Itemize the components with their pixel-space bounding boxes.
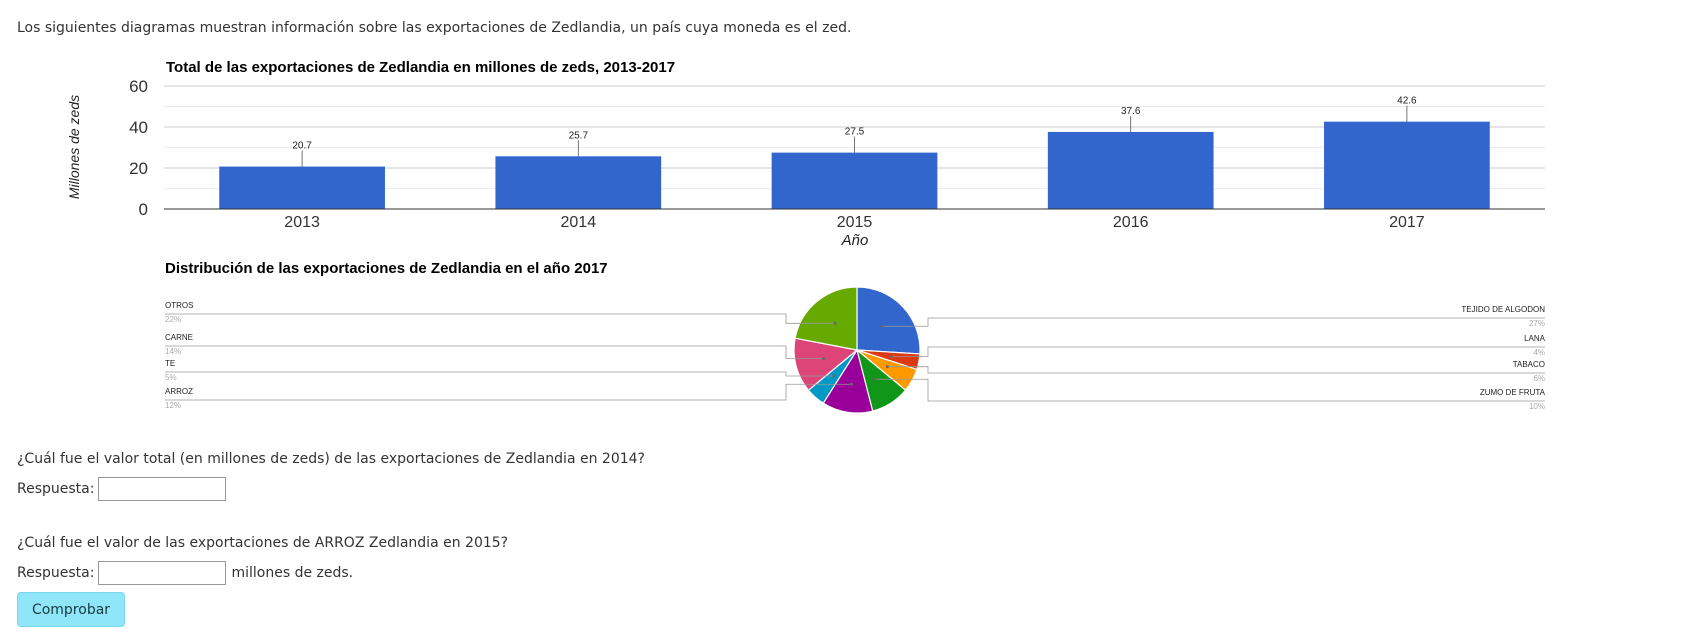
bar-data-label: 42.6 bbox=[1397, 96, 1417, 107]
pie-leader-line bbox=[165, 383, 852, 401]
bar-x-tick-label: 2013 bbox=[284, 214, 320, 231]
pie-slice-label: TE bbox=[165, 359, 175, 368]
pie-leader-dot bbox=[885, 365, 889, 369]
pie-slice-percent: 10% bbox=[1529, 402, 1545, 411]
pie-leader-dot bbox=[850, 382, 854, 386]
bar-data-label: 27.5 bbox=[845, 127, 865, 138]
pie-slice bbox=[856, 286, 921, 355]
pie-slice-label: OTROS bbox=[165, 301, 193, 310]
bar-x-tick-label: 2017 bbox=[1389, 214, 1425, 231]
pie-slice bbox=[793, 337, 859, 392]
pie-leader-line bbox=[882, 317, 1545, 327]
question-1-text: ¿Cuál fue el valor total (en millones de… bbox=[17, 451, 645, 467]
pie-leader-dot bbox=[832, 374, 836, 378]
pie-slice-percent: 6% bbox=[1533, 374, 1545, 383]
pie-chart-title: Distribución de las exportaciones de Zed… bbox=[165, 260, 608, 277]
pie-slice-label: TABACO bbox=[1513, 360, 1545, 369]
pie-slice-percent: 5% bbox=[165, 373, 177, 382]
pie-leader-dot bbox=[880, 324, 884, 328]
bar-y-tick-label: 60 bbox=[129, 77, 148, 96]
question-2-text: ¿Cuál fue el valor de las exportaciones … bbox=[17, 535, 509, 551]
pie-leader-line bbox=[887, 366, 1545, 374]
bar bbox=[771, 152, 938, 209]
pie-slice-label: LANA bbox=[1524, 334, 1546, 343]
pie-leader-dot bbox=[874, 377, 878, 381]
pie-slice-percent: 14% bbox=[165, 347, 181, 356]
bar-y-ticks: 0 20 40 60 bbox=[129, 77, 148, 219]
bar bbox=[495, 156, 662, 209]
pie-leader-line bbox=[165, 345, 824, 360]
pie-slice-label: ZUMO DE FRUTA bbox=[1480, 388, 1546, 397]
bar-grid bbox=[164, 85, 1545, 189]
pie-leader-line bbox=[875, 378, 1545, 402]
bar bbox=[1047, 131, 1214, 209]
bar-data-label: 20.7 bbox=[292, 141, 312, 152]
bar-series: 20.7 25.7 27.5 37.6 42.6 bbox=[219, 96, 1490, 209]
question-2-unit: millones de zeds. bbox=[231, 565, 354, 581]
bar-y-tick-label: 20 bbox=[129, 159, 148, 178]
pie-slice bbox=[794, 286, 858, 351]
bar-x-tick-label: 2016 bbox=[1113, 214, 1149, 231]
pie-slice bbox=[856, 349, 921, 371]
question-2-answer-label: Respuesta: bbox=[17, 565, 95, 581]
pie-slice-percent: 22% bbox=[165, 315, 181, 324]
question-2-answer-input[interactable] bbox=[98, 561, 227, 585]
pie-leader-line bbox=[165, 371, 835, 377]
question-2-answer-row: Respuesta: millones de zeds. bbox=[17, 561, 353, 585]
bar-data-label: 25.7 bbox=[569, 130, 589, 141]
pie-slice-percent: 4% bbox=[1533, 348, 1545, 357]
pie-leader-dot bbox=[889, 354, 893, 358]
bar-y-tick-label: 0 bbox=[139, 200, 148, 219]
bar-x-axis-label: Año bbox=[841, 232, 869, 249]
pie-slice-percent: 27% bbox=[1529, 319, 1545, 328]
pie-slice bbox=[822, 348, 874, 414]
question-1-answer-input[interactable] bbox=[98, 477, 227, 501]
pie-leader-dot bbox=[833, 321, 837, 325]
pie-labels: TEJIDO DE ALGODON 27% LANA 4% TABACO 6% ZUMO D… bbox=[165, 301, 1546, 411]
pie-slice-label: TEJIDO DE ALGODON bbox=[1461, 305, 1545, 314]
bar-data-label: 37.6 bbox=[1121, 106, 1141, 117]
bar-y-axis-label: Millones de zeds bbox=[66, 95, 82, 199]
pie-slice bbox=[856, 349, 918, 392]
bar bbox=[1324, 121, 1490, 209]
question-1-answer-label: Respuesta: bbox=[17, 481, 95, 497]
pie-slice-label: CARNE bbox=[165, 333, 193, 342]
check-button[interactable]: Comprobar bbox=[17, 592, 125, 627]
question-1-answer-row: Respuesta: bbox=[17, 477, 227, 501]
pie-leader-line bbox=[165, 313, 835, 324]
bar-x-tick-label: 2014 bbox=[561, 214, 597, 231]
bar bbox=[219, 166, 385, 209]
pie-slices bbox=[793, 286, 921, 414]
pie-slice-label: ARROZ bbox=[165, 387, 193, 396]
intro-text: Los siguientes diagramas muestran inform… bbox=[17, 20, 852, 36]
bar-y-tick-label: 40 bbox=[129, 118, 148, 137]
pie-slice-percent: 12% bbox=[165, 401, 181, 410]
bar-x-tick-label: 2015 bbox=[837, 214, 873, 231]
pie-slice bbox=[807, 349, 858, 405]
pie-slice bbox=[855, 348, 907, 412]
bar-chart-title: Total de las exportaciones de Zedlandia … bbox=[166, 59, 675, 76]
pie-leader-line bbox=[891, 346, 1545, 357]
pie-leader-dot bbox=[821, 357, 825, 361]
bar-x-ticks: 2013 2014 2015 2016 2017 bbox=[284, 214, 1424, 231]
